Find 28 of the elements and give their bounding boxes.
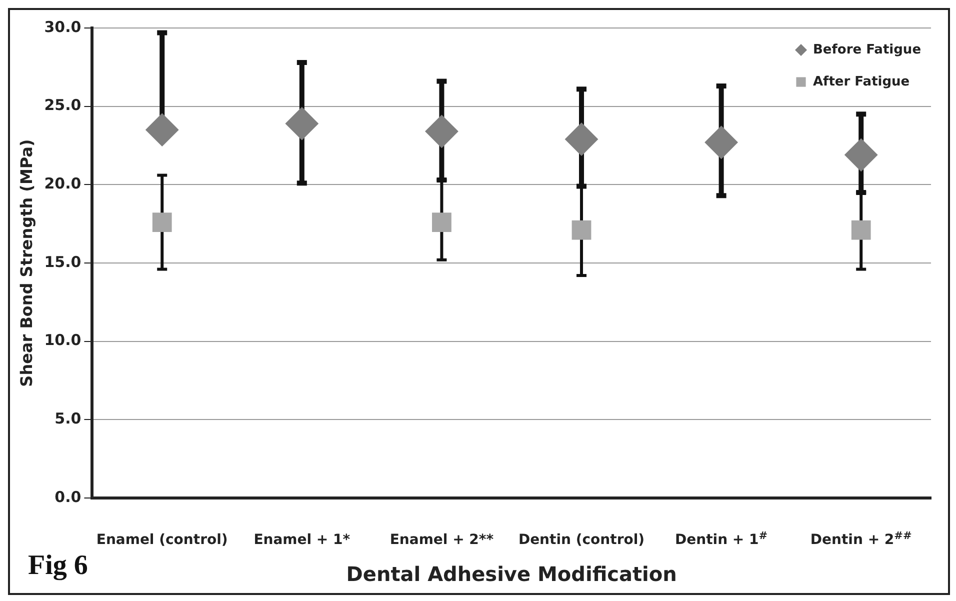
x-axis-title: Dental Adhesive Modification [346, 562, 677, 586]
point [425, 114, 458, 148]
point [152, 212, 172, 232]
x-tick-label: Dentin (control) [518, 532, 645, 548]
y-tick-label: 10.0 [44, 331, 82, 350]
point [285, 107, 318, 140]
x-tick-label: Enamel + 2** [390, 532, 494, 548]
y-tick-label: 20.0 [44, 174, 82, 193]
x-tick-label: Enamel (control) [96, 532, 228, 548]
y-tick-label: 0.0 [54, 488, 82, 506]
point [572, 220, 592, 240]
x-tick-label: Enamel + 1* [254, 532, 350, 548]
legend-label: Before Fatigue [813, 42, 922, 58]
y-axis-title: Shear Bond Strength (MPa) [16, 139, 36, 387]
x-tick-label: Dentin + 2$^{##}$ [810, 530, 912, 548]
caption: Fig 6 [28, 550, 88, 582]
legend-label: After Fatigue [813, 74, 910, 90]
point [704, 126, 738, 159]
y-tick-label: 5.0 [54, 410, 82, 428]
x-tick-label: Dentin + 1$^{#}$ [675, 530, 768, 548]
y-tick-label: 25.0 [44, 96, 82, 114]
point [432, 212, 452, 232]
point [565, 122, 598, 156]
point [851, 220, 871, 240]
y-tick-label: 30.0 [44, 18, 82, 36]
point [146, 113, 179, 146]
y-tick-label: 15.0 [44, 252, 82, 271]
point [844, 138, 878, 172]
